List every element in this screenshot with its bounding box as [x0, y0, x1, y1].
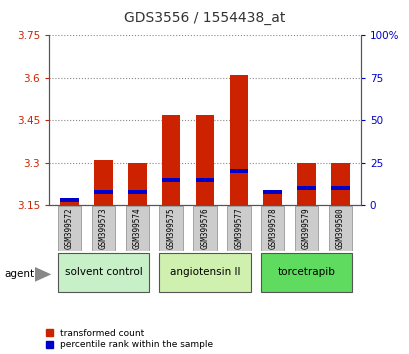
Text: GSM399577: GSM399577	[234, 207, 243, 249]
Text: solvent control: solvent control	[64, 267, 142, 277]
Text: GSM399580: GSM399580	[335, 207, 344, 249]
Bar	[94, 190, 112, 194]
Text: GSM399572: GSM399572	[65, 207, 74, 249]
Bar	[125, 206, 148, 251]
Bar	[128, 163, 146, 205]
Bar	[297, 187, 315, 190]
Bar	[195, 115, 214, 205]
Bar	[227, 206, 250, 251]
Bar	[92, 206, 115, 251]
Bar	[159, 253, 250, 292]
Bar	[58, 253, 148, 292]
Text: GSM399576: GSM399576	[200, 207, 209, 249]
Polygon shape	[35, 267, 51, 282]
Bar	[229, 170, 247, 173]
Legend: transformed count, percentile rank within the sample: transformed count, percentile rank withi…	[45, 329, 213, 349]
Text: GSM399573: GSM399573	[99, 207, 108, 249]
Text: GDS3556 / 1554438_at: GDS3556 / 1554438_at	[124, 11, 285, 25]
Bar	[60, 198, 79, 202]
Bar	[330, 187, 349, 190]
Bar	[263, 191, 281, 205]
Bar	[159, 206, 182, 251]
Text: GSM399579: GSM399579	[301, 207, 310, 249]
Bar	[297, 163, 315, 205]
Bar	[261, 253, 351, 292]
Bar	[94, 160, 112, 205]
Bar	[261, 206, 284, 251]
Bar	[193, 206, 216, 251]
Bar	[162, 115, 180, 205]
Bar	[195, 178, 214, 182]
Bar	[128, 190, 146, 194]
Bar	[60, 200, 79, 205]
Text: angiotensin II: angiotensin II	[169, 267, 240, 277]
Text: torcetrapib: torcetrapib	[277, 267, 335, 277]
Text: agent: agent	[4, 269, 34, 279]
Bar	[263, 190, 281, 194]
Bar	[162, 178, 180, 182]
Bar	[328, 206, 351, 251]
Bar	[294, 206, 317, 251]
Bar	[58, 206, 81, 251]
Text: GSM399578: GSM399578	[267, 207, 276, 249]
Bar	[330, 163, 349, 205]
Text: GSM399575: GSM399575	[166, 207, 175, 249]
Text: GSM399574: GSM399574	[133, 207, 142, 249]
Bar	[229, 75, 247, 205]
